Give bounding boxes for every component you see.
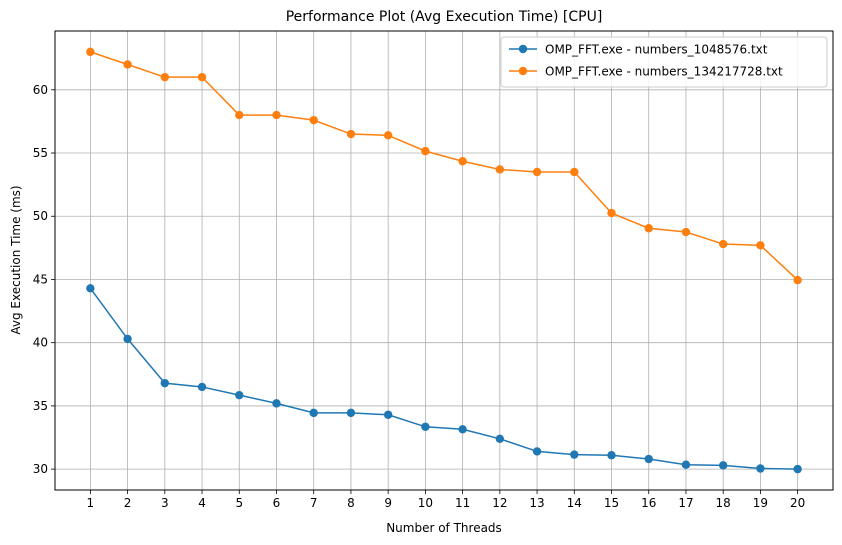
legend-label: OMP_FFT.exe - numbers_1048576.txt [545, 43, 768, 57]
data-point [756, 241, 765, 250]
data-point [421, 146, 430, 156]
data-point [793, 275, 802, 285]
x-axis-label: Number of Threads [386, 521, 502, 535]
x-tick-label: 20 [790, 496, 805, 510]
data-point [718, 461, 728, 470]
series-2 [86, 47, 802, 285]
x-tick-label: 1 [87, 496, 95, 510]
y-tick-label: 35 [33, 399, 48, 413]
grid [55, 31, 833, 490]
data-point [570, 167, 579, 177]
data-point [570, 450, 579, 459]
data-point [235, 390, 244, 400]
data-point [495, 434, 505, 443]
x-tick-label: 11 [455, 496, 470, 510]
legend-item: OMP_FFT.exe - numbers_134217728.txt [509, 65, 783, 79]
x-tick-label: 7 [310, 496, 318, 510]
legend-box [500, 36, 828, 88]
y-tick-label: 50 [33, 209, 48, 223]
data-point [793, 464, 802, 474]
series-1-line [89, 287, 798, 470]
x-tick-label: 14 [567, 496, 582, 510]
x-tick-label: 5 [235, 496, 243, 510]
x-tick-label: 12 [492, 496, 507, 510]
data-point [123, 60, 132, 69]
x-tick-label: 10 [418, 496, 433, 510]
x-tick-label: 19 [753, 496, 768, 510]
data-point [383, 131, 393, 140]
x-tick-label: 4 [198, 496, 206, 510]
y-axis-ticks: 30 35 40 45 50 55 60 [33, 83, 55, 476]
data-point [681, 227, 691, 237]
data-point [383, 410, 393, 419]
y-tick-label: 60 [33, 83, 48, 97]
y-axis-label: Avg Execution Time (ms) [9, 185, 23, 334]
x-tick-label: 17 [678, 496, 693, 510]
y-tick-label: 45 [33, 272, 48, 286]
x-tick-label: 2 [124, 496, 132, 510]
x-tick-label: 8 [347, 496, 355, 510]
x-tick-label: 16 [641, 496, 656, 510]
legend-marker [518, 66, 528, 76]
data-point [197, 382, 207, 392]
data-point [272, 399, 281, 408]
x-tick-label: 18 [716, 496, 731, 510]
x-tick-label: 15 [604, 496, 619, 510]
data-point [160, 378, 170, 388]
x-tick-label: 6 [273, 496, 281, 510]
data-point [458, 157, 467, 166]
data-point [644, 224, 653, 233]
data-point [235, 110, 244, 120]
x-tick-label: 13 [529, 496, 544, 510]
legend-marker [518, 44, 528, 54]
data-point [86, 284, 95, 293]
legend-item: OMP_FFT.exe - numbers_1048576.txt [509, 43, 768, 57]
series-1 [86, 284, 802, 474]
data-point [272, 110, 281, 120]
data-point [681, 460, 691, 469]
legend: OMP_FFT.exe - numbers_1048576.txt OMP_FFT… [500, 36, 828, 88]
series-group [86, 47, 802, 474]
data-point [495, 165, 505, 174]
x-tick-label: 9 [384, 496, 392, 510]
data-point [458, 425, 467, 434]
data-point [532, 167, 542, 177]
y-tick-label: 55 [33, 146, 48, 160]
data-point [532, 447, 542, 456]
plot-frame [54, 30, 834, 491]
data-point [644, 454, 653, 464]
data-point [309, 115, 318, 125]
x-axis-ticks: 1 2 3 4 5 6 7 8 9 10 11 12 13 14 15 16 17 18 19 20 [87, 490, 805, 510]
legend-label: OMP_FFT.exe - numbers_134217728.txt [545, 65, 783, 79]
data-point [718, 239, 728, 249]
series-2-line [90, 51, 799, 281]
data-point [607, 451, 616, 460]
y-tick-label: 30 [33, 462, 48, 476]
x-tick-label: 3 [161, 496, 169, 510]
data-point [197, 72, 207, 82]
y-tick-label: 40 [33, 336, 48, 350]
data-point [346, 408, 356, 418]
data-point [123, 334, 132, 344]
data-point [86, 47, 95, 57]
data-point [309, 408, 318, 418]
data-point [346, 129, 356, 139]
data-point [756, 464, 765, 473]
chart-title: Performance Plot (Avg Execution Time) [C… [286, 9, 603, 25]
data-point [607, 208, 616, 218]
data-point [160, 72, 170, 82]
data-point [421, 422, 430, 431]
